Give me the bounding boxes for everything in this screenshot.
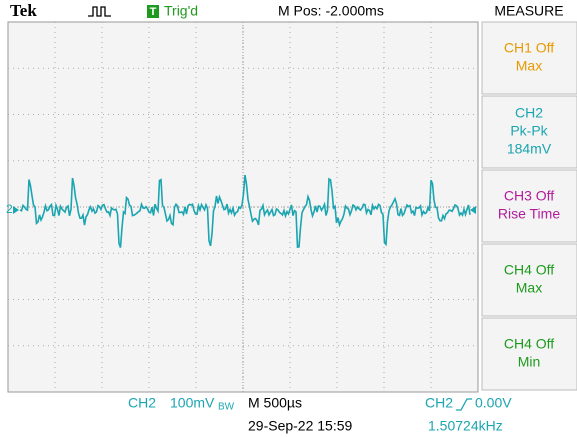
measure-text: Rise Time (498, 206, 560, 222)
trigger-source: CH2 (425, 395, 453, 411)
brand: Tek (10, 1, 37, 20)
measure-text: CH3 Off (504, 188, 554, 204)
frequency: 1.50724kHz (428, 418, 503, 434)
channel-marker: 2 (6, 202, 13, 216)
trigger-icon-box (147, 5, 159, 18)
measure-box (481, 243, 577, 317)
waveform (19, 174, 471, 249)
timebase: M 500µs (248, 395, 302, 411)
trigger-level: 0.00V (475, 395, 512, 411)
measure-text: CH2 (515, 105, 543, 121)
channel: CH2 (128, 395, 156, 411)
scale: 100mV (170, 395, 215, 411)
edge-icon (456, 398, 472, 411)
measure-box (481, 169, 577, 243)
bw-limit: BW (218, 402, 235, 413)
acq-icon (88, 6, 111, 17)
measure-text: Max (516, 280, 542, 296)
channel-arrow (13, 206, 19, 214)
position: M Pos: -2.000ms (278, 3, 384, 19)
measure-text: Pk-Pk (510, 123, 548, 139)
measure-panel: CH1 Off Max CH2 Pk-Pk 184mV CH3 Off Rise Time C… (481, 21, 577, 391)
menu-title: MEASURE (494, 3, 563, 19)
measure-text: Max (516, 58, 542, 74)
measure-box (481, 21, 577, 95)
measure-text: Min (518, 354, 541, 370)
measure-text: 184mV (507, 141, 552, 157)
trigger-level-arrow (470, 206, 476, 214)
measure-box (481, 95, 577, 169)
trigger-status: Trig'd (164, 3, 198, 19)
trigger-icon: T (150, 6, 157, 18)
measure-text: CH4 Off (504, 262, 554, 278)
measure-text: CH4 Off (504, 336, 554, 352)
date: 29-Sep-22 15:59 (248, 418, 353, 434)
measure-text: CH1 Off (504, 40, 554, 56)
measure-box (481, 317, 577, 391)
